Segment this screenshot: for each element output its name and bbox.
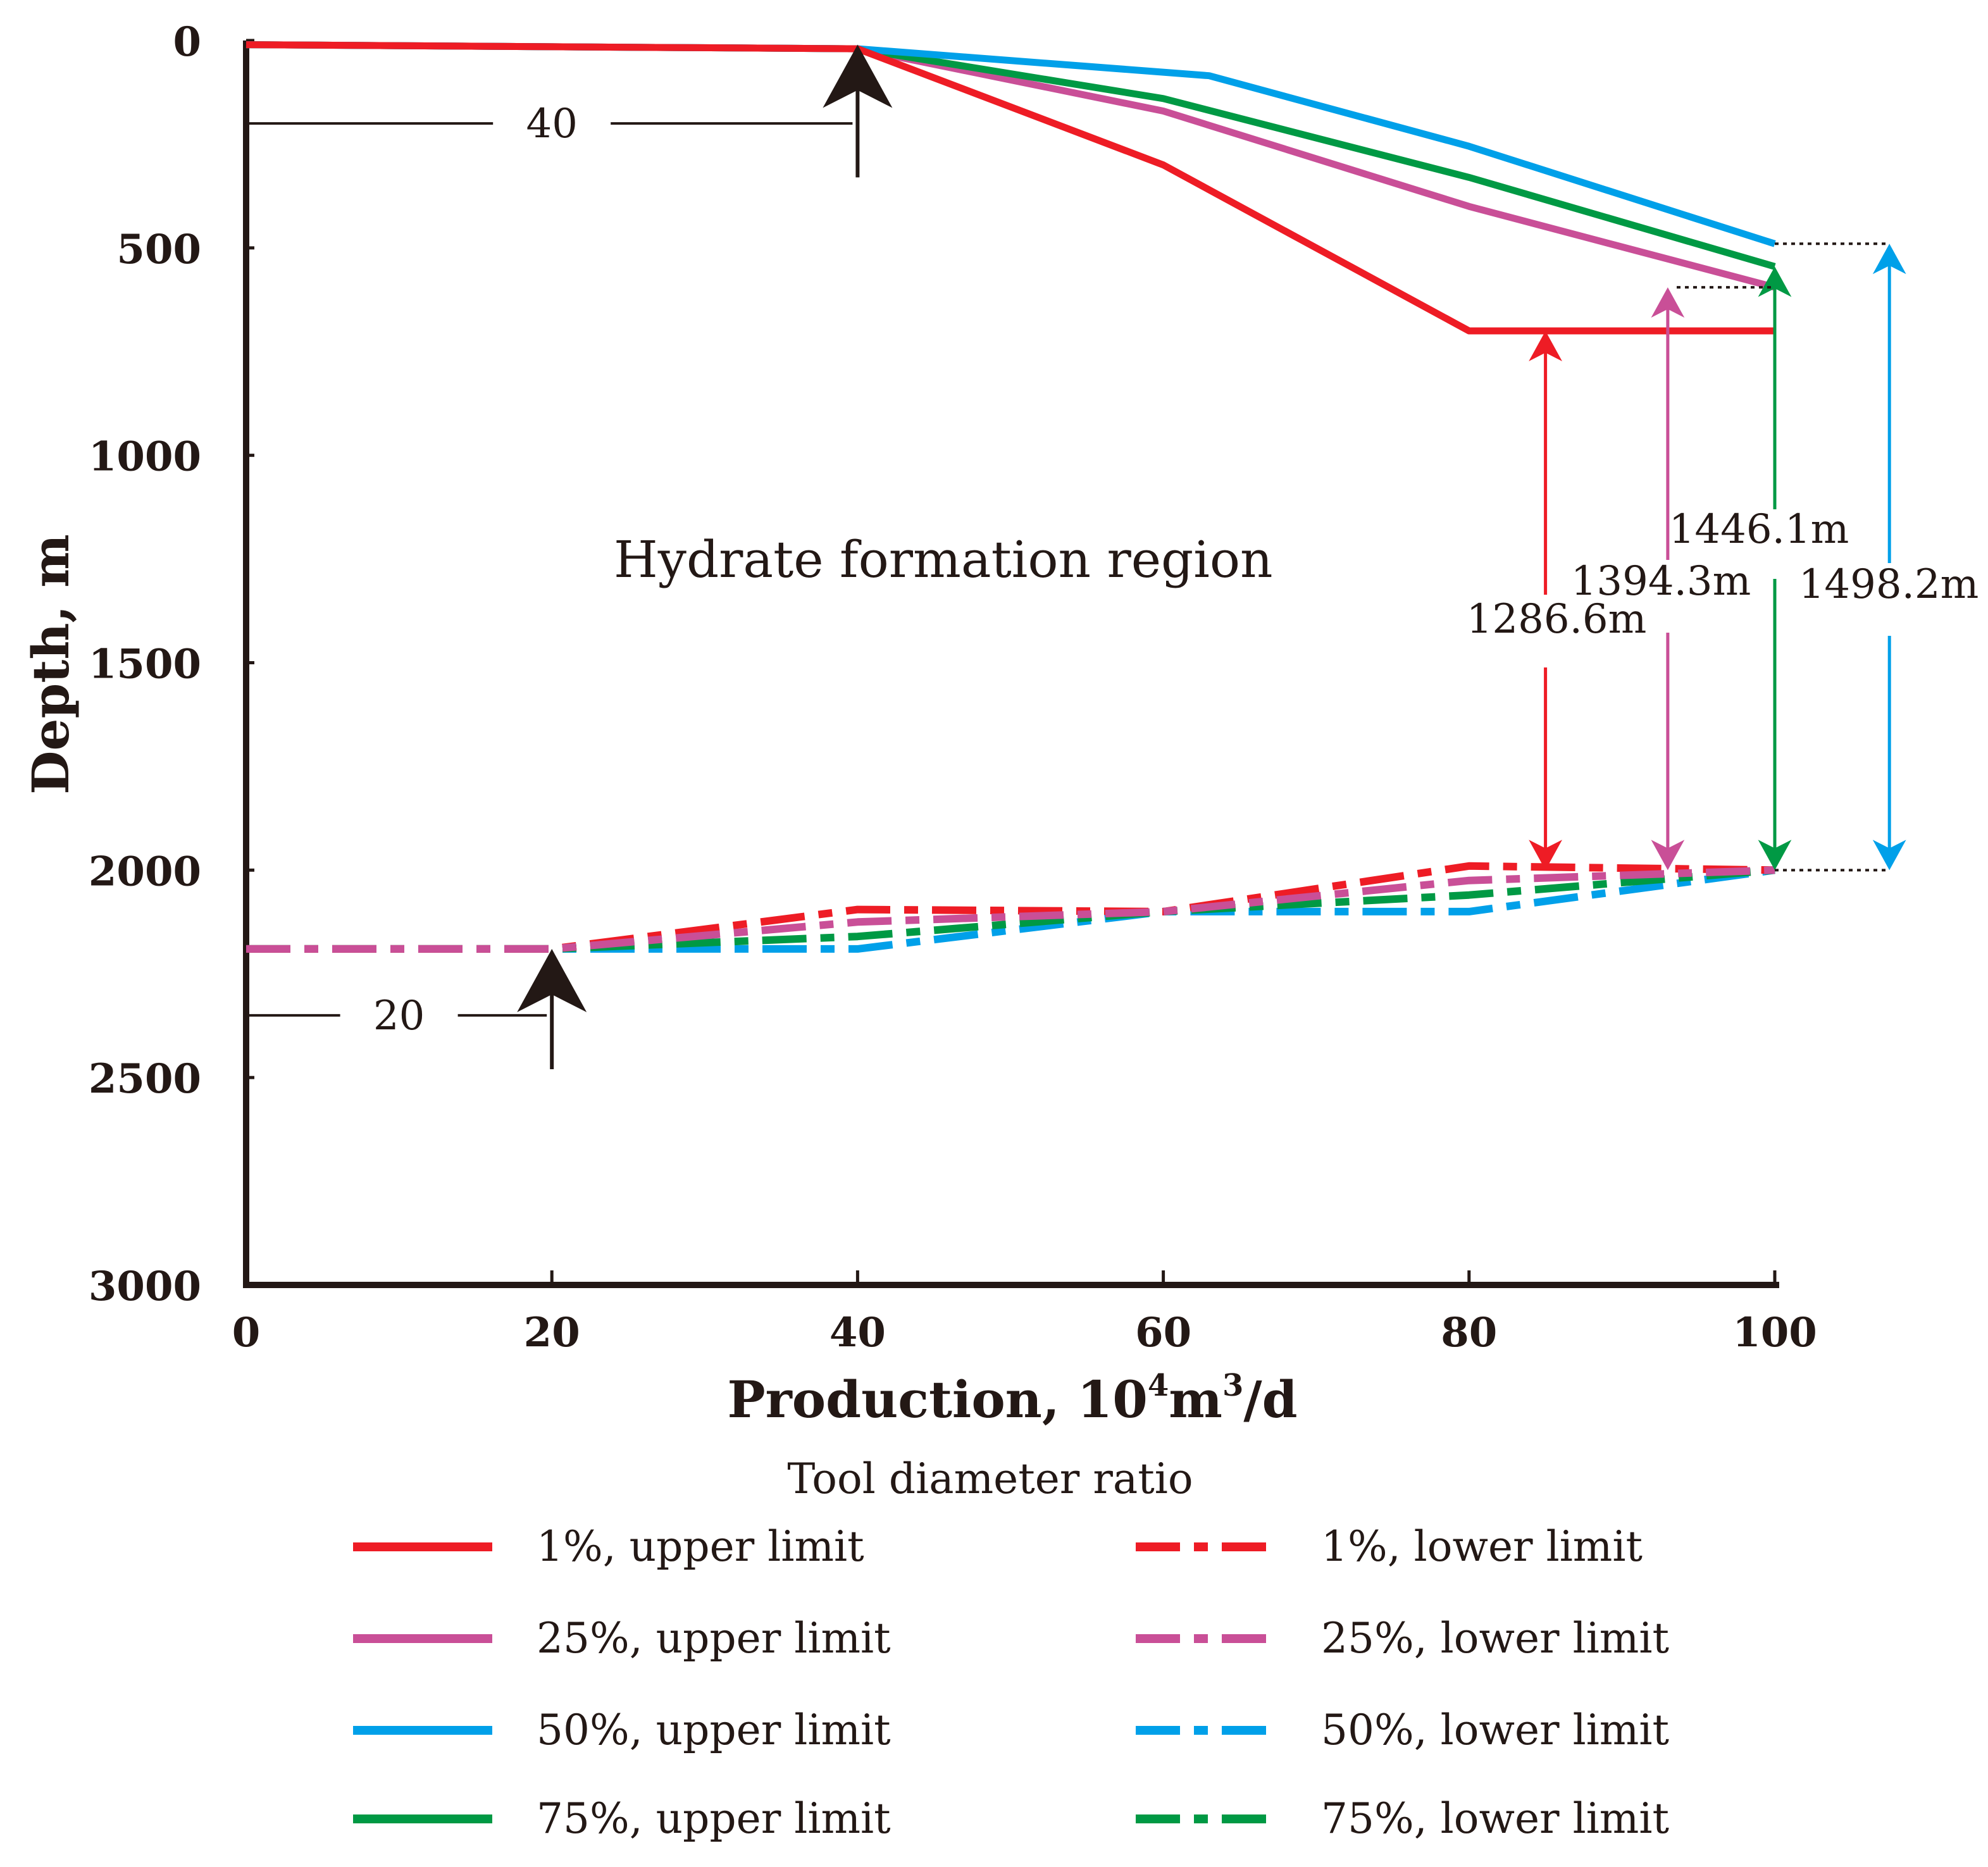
series-layer (245, 41, 1776, 953)
span-arrow-head-top (1872, 244, 1906, 275)
annotation-label: 40 (526, 101, 577, 147)
y-tick-label: 0 (173, 18, 201, 66)
x-ticks: 0 20 40 60 80 100 (232, 1270, 1817, 1356)
annotation-arrow-head (517, 948, 587, 1012)
x-axis-title-mid: m (1169, 1370, 1222, 1429)
span-arrow-head-bottom (1872, 840, 1906, 871)
span-label: 1446.1m (1669, 506, 1849, 553)
annotation-label: 20 (373, 993, 425, 1039)
y-tick-label: 1500 (89, 641, 201, 688)
legend-label: 75%, lower limit (1321, 1794, 1669, 1843)
span-arrow-head-bottom (1651, 840, 1685, 871)
legend-label: 1%, upper limit (537, 1522, 864, 1571)
x-axis-title-sup1: 4 (1148, 1368, 1169, 1403)
span-arrow-head-top (1758, 266, 1792, 297)
y-tick-label: 3000 (89, 1263, 201, 1310)
x-tick-label: 100 (1732, 1309, 1817, 1356)
y-axis-title: Depth, m (21, 534, 80, 795)
span-arrow-head-top (1529, 330, 1562, 361)
series-line-8 (246, 866, 1775, 953)
span-label: 1394.3m (1571, 558, 1751, 605)
x-tick-label: 0 (232, 1309, 261, 1356)
series-line-6 (246, 866, 1775, 953)
series-line-7 (246, 866, 1775, 953)
y-ticks: 0 500 1000 1500 2000 2500 3000 (89, 18, 254, 1310)
x-axis-title-end: /d (1243, 1370, 1297, 1429)
legend-label: 25%, lower limit (1321, 1614, 1669, 1663)
series-line-2 (245, 41, 1776, 291)
y-tick-label: 2000 (89, 848, 201, 895)
y-tick-label: 500 (116, 226, 201, 273)
legend: Tool diameter ratio 1%, upper limit 1%, l… (353, 1455, 1669, 1843)
span-arrow-head-bottom (1758, 840, 1792, 871)
legend-label: 50%, upper limit (537, 1706, 891, 1754)
x-tick-label: 40 (829, 1309, 886, 1356)
y-tick-label: 2500 (89, 1055, 201, 1103)
legend-label: 75%, upper limit (537, 1794, 891, 1843)
legend-label: 1%, lower limit (1321, 1522, 1643, 1571)
annotation-arrow-head (823, 44, 893, 108)
x-axis-title-main: Production, 10 (728, 1370, 1148, 1429)
x-tick-label: 60 (1135, 1309, 1191, 1356)
x-axis-title: Production, 104m3/d (728, 1368, 1298, 1429)
span-arrow-head-top (1651, 287, 1685, 318)
legend-label: 25%, upper limit (537, 1614, 891, 1663)
x-tick-label: 80 (1441, 1309, 1497, 1356)
span-label: 1286.6m (1467, 596, 1647, 643)
x-tick-label: 20 (524, 1309, 580, 1356)
x-axis-title-sup2: 3 (1222, 1368, 1243, 1403)
span-label: 1498.2m (1799, 561, 1979, 608)
series-line-1 (245, 41, 1775, 335)
y-tick-label: 1000 (89, 433, 201, 481)
region-label: Hydrate formation region (614, 530, 1273, 589)
span-arrow-head-bottom (1529, 840, 1562, 871)
annotation-layer: 40 20 (249, 44, 893, 1070)
legend-title: Tool diameter ratio (787, 1455, 1193, 1503)
legend-label: 50%, lower limit (1321, 1706, 1669, 1754)
